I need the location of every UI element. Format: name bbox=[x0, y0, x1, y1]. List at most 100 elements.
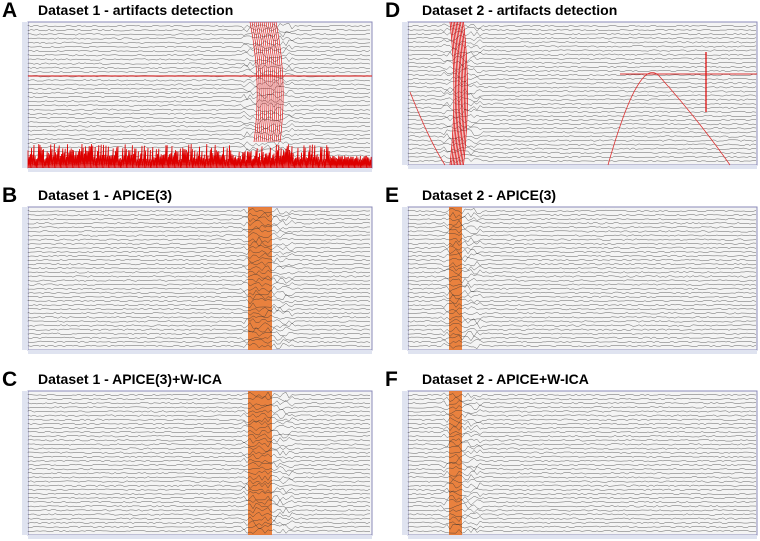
eeg-trace bbox=[407, 216, 757, 222]
eeg-trace bbox=[407, 39, 757, 46]
eeg-trace bbox=[407, 108, 757, 115]
eeg-trace bbox=[27, 445, 371, 452]
eeg-trace bbox=[27, 56, 371, 63]
channel-axis bbox=[22, 391, 28, 535]
eeg-trace bbox=[27, 322, 371, 329]
eeg-trace bbox=[407, 240, 757, 247]
eeg-trace bbox=[407, 285, 757, 292]
eeg-trace bbox=[27, 216, 371, 223]
eeg-trace bbox=[27, 285, 371, 292]
eeg-trace bbox=[27, 302, 370, 308]
eeg-trace bbox=[27, 528, 371, 534]
eeg-trace bbox=[407, 503, 757, 510]
eeg-trace bbox=[27, 420, 371, 426]
eeg-trace bbox=[407, 142, 757, 148]
eeg-trace bbox=[27, 457, 371, 464]
eeg-trace bbox=[407, 59, 757, 67]
eeg-trace bbox=[27, 102, 371, 109]
eeg-trace bbox=[27, 519, 371, 526]
artifact-wave bbox=[257, 21, 266, 143]
eeg-trace bbox=[407, 520, 757, 526]
eeg-trace bbox=[407, 211, 757, 219]
eeg-trace bbox=[407, 331, 757, 337]
eeg-trace bbox=[407, 310, 757, 316]
panel-letter: D bbox=[385, 0, 400, 22]
artifact-wave bbox=[271, 21, 280, 143]
eeg-trace bbox=[27, 31, 371, 38]
eeg-trace bbox=[407, 322, 756, 329]
panel-frame bbox=[27, 390, 373, 536]
eeg-trace bbox=[27, 241, 371, 247]
eeg-trace bbox=[407, 508, 757, 513]
eeg-trace bbox=[27, 273, 371, 280]
eeg-trace bbox=[27, 409, 371, 415]
eeg-trace bbox=[27, 219, 371, 227]
eeg-trace bbox=[407, 100, 757, 107]
time-axis bbox=[28, 535, 372, 539]
artifact-wave bbox=[455, 21, 461, 166]
eeg-trace bbox=[27, 507, 371, 514]
eeg-trace bbox=[407, 114, 757, 119]
eeg-trace bbox=[27, 26, 370, 33]
panel-frame bbox=[407, 206, 758, 351]
eeg-trace bbox=[407, 248, 757, 255]
eeg-trace bbox=[27, 257, 371, 264]
time-axis bbox=[408, 165, 757, 169]
eeg-trace bbox=[27, 282, 371, 287]
artifact-wave bbox=[267, 21, 276, 143]
eeg-trace bbox=[27, 470, 371, 476]
artifact-wave bbox=[451, 21, 456, 166]
eeg-trace bbox=[407, 224, 757, 231]
eeg-trace bbox=[407, 306, 757, 313]
eeg-trace bbox=[27, 119, 371, 125]
eeg-trace bbox=[407, 412, 757, 419]
eeg-trace bbox=[27, 265, 371, 271]
eeg-panel bbox=[402, 21, 758, 169]
eeg-trace bbox=[27, 47, 371, 54]
panel-frame bbox=[27, 21, 373, 169]
eeg-trace bbox=[407, 84, 757, 91]
artifact-wave bbox=[449, 21, 455, 166]
eeg-trace bbox=[27, 511, 371, 518]
eeg-trace bbox=[27, 298, 371, 305]
eeg-trace bbox=[27, 310, 371, 317]
eeg-trace bbox=[407, 479, 757, 484]
eeg-trace bbox=[27, 77, 371, 83]
eeg-trace bbox=[27, 110, 371, 117]
channel-axis bbox=[22, 22, 28, 168]
eeg-trace bbox=[407, 237, 757, 243]
eeg-trace bbox=[27, 482, 371, 490]
eeg-trace bbox=[407, 71, 757, 79]
eeg-trace bbox=[407, 326, 757, 333]
eeg-trace bbox=[407, 260, 757, 268]
panel-letter: A bbox=[2, 0, 17, 22]
eeg-trace bbox=[407, 417, 757, 423]
eeg-trace bbox=[407, 334, 756, 342]
eeg-trace bbox=[27, 465, 371, 473]
eeg-trace bbox=[407, 298, 757, 305]
artifact-wave bbox=[263, 21, 272, 143]
eeg-trace bbox=[407, 55, 757, 62]
panel-title: Dataset 2 - APICE+W-ICA bbox=[422, 371, 589, 387]
time-axis bbox=[408, 535, 757, 539]
eeg-trace bbox=[27, 52, 371, 59]
eeg-trace bbox=[27, 462, 371, 468]
eeg-trace bbox=[407, 527, 757, 534]
eeg-trace bbox=[407, 482, 757, 489]
eeg-trace bbox=[407, 245, 757, 251]
eeg-trace bbox=[27, 335, 371, 342]
eeg-trace bbox=[27, 478, 371, 485]
eeg-trace bbox=[407, 290, 757, 296]
eeg-trace bbox=[407, 92, 757, 99]
eeg-trace bbox=[27, 339, 371, 345]
eeg-trace bbox=[27, 441, 371, 448]
artifact-wave bbox=[461, 21, 467, 166]
panel-letter: B bbox=[2, 184, 17, 207]
eeg-trace bbox=[407, 396, 757, 402]
eeg-trace bbox=[407, 302, 757, 308]
eeg-trace bbox=[27, 85, 371, 92]
time-axis bbox=[408, 350, 757, 354]
eeg-trace bbox=[27, 135, 371, 142]
eeg-trace bbox=[27, 224, 371, 231]
eeg-trace bbox=[407, 76, 757, 82]
